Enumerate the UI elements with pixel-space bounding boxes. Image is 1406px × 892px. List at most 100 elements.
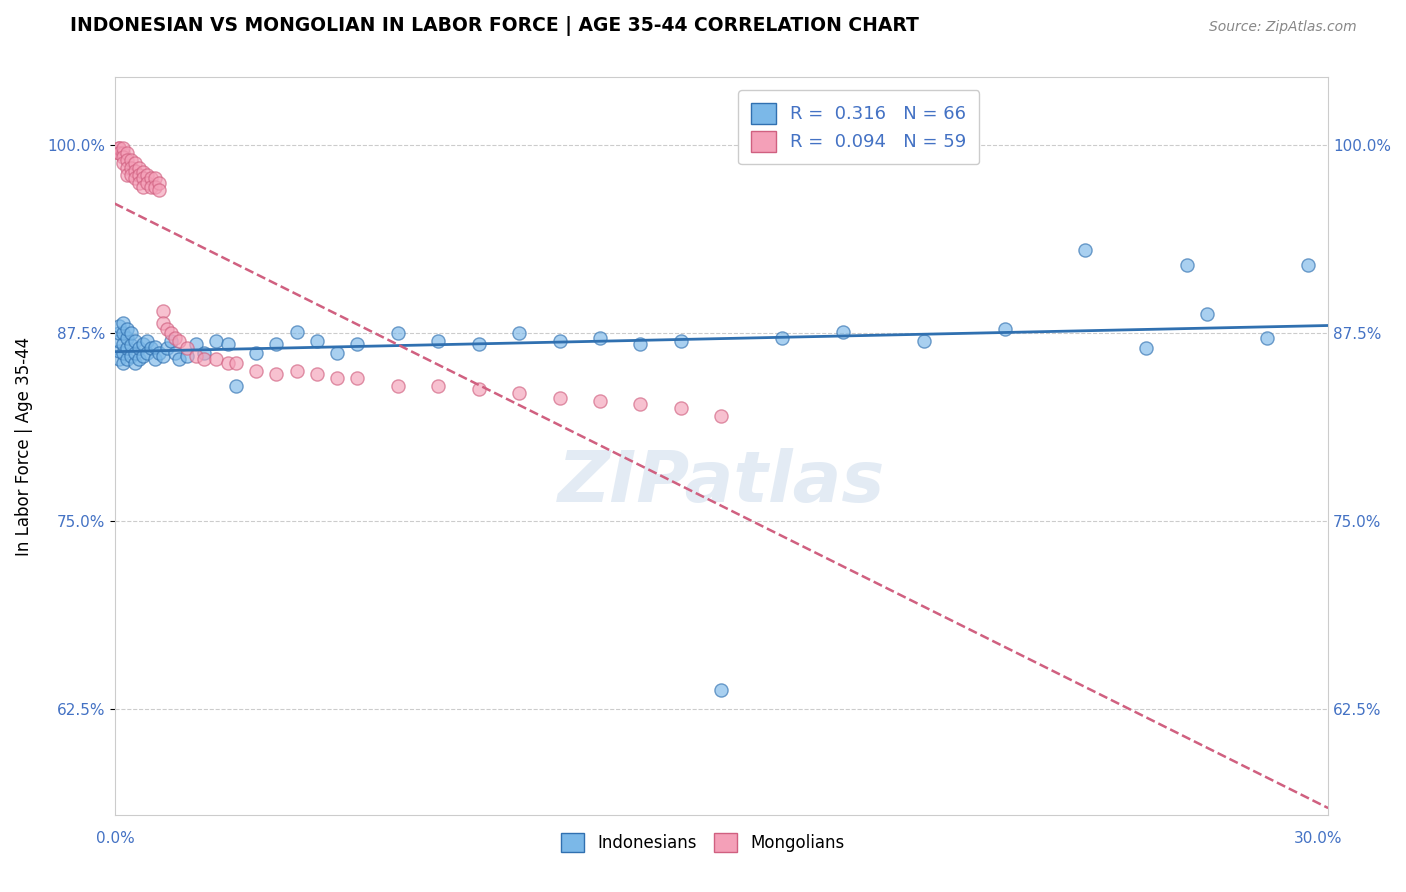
Text: 30.0%: 30.0%: [1295, 831, 1343, 846]
Point: [1195, 307, 1218, 321]
Point: [124, 171, 146, 186]
Point: [107, 141, 129, 155]
Point: [770, 331, 793, 345]
Text: INDONESIAN VS MONGOLIAN IN LABOR FORCE | AGE 35-44 CORRELATION CHART: INDONESIAN VS MONGOLIAN IN LABOR FORCE |…: [70, 16, 920, 37]
Point: [165, 345, 187, 359]
Point: [111, 316, 134, 330]
Point: [548, 334, 571, 348]
Text: ZIPatlas: ZIPatlas: [558, 449, 884, 517]
Point: [346, 336, 368, 351]
Point: [589, 393, 612, 408]
Point: [115, 341, 138, 355]
Point: [266, 336, 288, 351]
Point: [107, 334, 129, 348]
Point: [107, 318, 129, 333]
Point: [111, 141, 134, 155]
Point: [107, 145, 129, 160]
Point: [156, 341, 179, 355]
Point: [148, 183, 170, 197]
Legend: Indonesians, Mongolians: Indonesians, Mongolians: [548, 820, 858, 866]
Point: [285, 325, 308, 339]
Point: [326, 345, 349, 359]
Point: [669, 401, 692, 416]
Point: [589, 331, 612, 345]
Point: [143, 171, 166, 186]
Point: [152, 303, 174, 318]
Point: [111, 150, 134, 164]
Point: [148, 345, 170, 359]
Point: [152, 316, 174, 330]
Point: [115, 351, 138, 366]
Point: [630, 336, 652, 351]
Point: [326, 371, 349, 385]
Point: [120, 326, 142, 341]
Point: [184, 349, 207, 363]
Y-axis label: In Labor Force | Age 35-44: In Labor Force | Age 35-44: [15, 336, 32, 556]
Point: [111, 326, 134, 341]
Point: [136, 345, 159, 359]
Point: [132, 165, 155, 179]
Point: [128, 168, 150, 182]
Point: [710, 682, 733, 697]
Point: [245, 364, 267, 378]
Point: [136, 168, 159, 182]
Point: [669, 334, 692, 348]
Point: [305, 367, 328, 381]
Point: [630, 397, 652, 411]
Point: [156, 321, 179, 335]
Point: [193, 351, 215, 366]
Point: [132, 349, 155, 363]
Point: [132, 171, 155, 186]
Text: Source: ZipAtlas.com: Source: ZipAtlas.com: [1209, 21, 1357, 34]
Point: [225, 379, 247, 393]
Point: [508, 326, 530, 341]
Point: [132, 336, 155, 351]
Point: [120, 349, 142, 363]
Point: [115, 168, 138, 182]
Point: [148, 176, 170, 190]
Point: [143, 351, 166, 366]
Point: [139, 180, 162, 194]
Point: [169, 334, 191, 348]
Point: [120, 161, 142, 175]
Point: [1296, 259, 1319, 273]
Point: [160, 326, 183, 341]
Point: [132, 180, 155, 194]
Point: [169, 351, 191, 366]
Point: [184, 336, 207, 351]
Point: [107, 344, 129, 359]
Point: [225, 356, 247, 370]
Point: [124, 345, 146, 359]
Point: [115, 321, 138, 335]
Point: [266, 367, 288, 381]
Point: [139, 341, 162, 355]
Point: [993, 321, 1015, 335]
Point: [115, 145, 138, 160]
Point: [176, 349, 198, 363]
Legend: R =  0.316   N = 66, R =  0.094   N = 59: R = 0.316 N = 66, R = 0.094 N = 59: [738, 90, 980, 164]
Point: [107, 351, 129, 366]
Point: [115, 153, 138, 168]
Point: [305, 334, 328, 348]
Point: [285, 364, 308, 378]
Point: [128, 161, 150, 175]
Point: [111, 156, 134, 170]
Point: [120, 168, 142, 182]
Point: [204, 334, 226, 348]
Point: [387, 379, 409, 393]
Point: [160, 334, 183, 348]
Point: [107, 326, 129, 341]
Point: [111, 345, 134, 359]
Point: [115, 331, 138, 345]
Point: [120, 153, 142, 168]
Point: [245, 345, 267, 359]
Point: [217, 356, 239, 370]
Point: [346, 371, 368, 385]
Point: [139, 171, 162, 186]
Point: [165, 331, 187, 345]
Point: [128, 176, 150, 190]
Point: [124, 156, 146, 170]
Point: [1175, 259, 1198, 273]
Point: [427, 334, 450, 348]
Point: [124, 334, 146, 348]
